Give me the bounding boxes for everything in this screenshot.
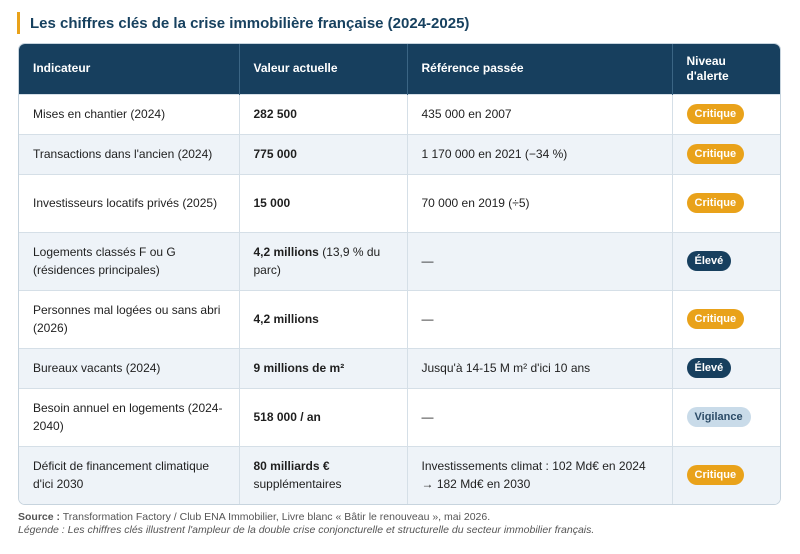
value-bold: 4,2 millions (253, 312, 319, 326)
cell-reference: 435 000 en 2007 (407, 93, 673, 134)
cell-reference: — (407, 231, 673, 290)
alert-badge: Élevé (686, 358, 732, 378)
table-header-row: Indicateur Valeur actuelle Référence pas… (19, 44, 780, 94)
cell-reference: Jusqu'à 14-15 M m² d'ici 10 ans (407, 347, 673, 388)
cell-reference: — (407, 387, 673, 446)
cell-current-value: 4,2 millions (13,9 % du parc) (239, 231, 408, 290)
legend-line: Légende : Les chiffres clés illustrent l… (18, 524, 595, 536)
cell-alert-level: Élevé (672, 347, 780, 388)
value-bold: 9 millions de m² (253, 361, 345, 375)
cell-current-value: 4,2 millions (239, 289, 408, 348)
cell-current-value: 15 000 (239, 173, 408, 232)
table-footer: Source : Transformation Factory / Club E… (18, 511, 594, 537)
cell-indicator: Déficit de financement climatique d'ici … (19, 445, 240, 504)
value-bold: 4,2 millions (253, 245, 319, 259)
cell-alert-level: Critique (672, 173, 780, 232)
source-label: Source : (18, 511, 61, 523)
cell-indicator: Logements classés F ou G (résidences pri… (19, 231, 240, 290)
header-indicator: Indicateur (19, 44, 240, 94)
cell-current-value: 775 000 (239, 133, 408, 174)
value-bold: 282 500 (253, 107, 297, 121)
cell-alert-level: Vigilance (672, 387, 780, 446)
header-alert-line2: d'alerte (686, 68, 729, 83)
table-row: Personnes mal logées ou sans abri (2026)… (19, 289, 780, 348)
alert-badge: Critique (686, 144, 745, 164)
cell-current-value: 518 000 / an (239, 387, 408, 446)
header-alert-level: Niveau d'alerte (672, 44, 780, 94)
table-row: Transactions dans l'ancien (2024) 775 000… (19, 133, 780, 174)
table-row: Déficit de financement climatique d'ici … (19, 445, 780, 504)
cell-current-value: 80 milliards € supplémentaires (239, 445, 408, 504)
table-row: Mises en chantier (2024) 282 500 435 000 e… (19, 93, 780, 134)
value-bold: 15 000 (253, 196, 291, 210)
alert-badge: Vigilance (686, 407, 751, 427)
cell-indicator: Transactions dans l'ancien (2024) (19, 133, 240, 174)
cell-alert-level: Critique (672, 133, 780, 174)
value-rest: (13,9 % du parc) (253, 245, 381, 277)
table-row: Investisseurs locatifs privés (2025) 15 0… (19, 173, 780, 232)
title-accent-bar (17, 12, 20, 34)
source-text: Transformation Factory / Club ENA Immobi… (60, 511, 491, 523)
cell-indicator: Personnes mal logées ou sans abri (2026) (19, 289, 240, 348)
alert-badge: Critique (686, 309, 745, 329)
value-bold: 518 000 / an (253, 410, 321, 424)
header-alert-line1: Niveau (686, 53, 726, 68)
cell-alert-level: Élevé (672, 231, 780, 290)
alert-badge: Élevé (686, 251, 732, 271)
header-reference: Référence passée (407, 44, 673, 94)
table-row: Besoin annuel en logements (2024-2040) 51… (19, 387, 780, 446)
table-row: Bureaux vacants (2024) 9 millions de m² Ju… (19, 347, 780, 388)
page-title: Les chiffres clés de la crise immobilièr… (30, 14, 470, 32)
cell-reference: Investissements climat : 102 Md€ en 2024… (407, 445, 673, 504)
header-current-value: Valeur actuelle (239, 44, 408, 94)
source-line: Source : Transformation Factory / Club E… (18, 511, 594, 524)
cell-alert-level: Critique (672, 445, 780, 504)
alert-badge: Critique (686, 193, 745, 213)
title-block: Les chiffres clés de la crise immobilièr… (17, 12, 469, 34)
cell-current-value: 9 millions de m² (239, 347, 408, 388)
table-row: Logements classés F ou G (résidences pri… (19, 231, 780, 290)
cell-alert-level: Critique (672, 289, 780, 348)
cell-indicator: Besoin annuel en logements (2024-2040) (19, 387, 240, 446)
cell-reference: 70 000 en 2019 (÷5) (407, 173, 673, 232)
cell-alert-level: Critique (672, 93, 780, 134)
cell-indicator: Investisseurs locatifs privés (2025) (19, 173, 240, 232)
cell-reference: — (407, 289, 673, 348)
alert-badge: Critique (686, 465, 745, 486)
cell-indicator: Mises en chantier (2024) (19, 93, 240, 134)
alert-badge: Critique (686, 104, 745, 124)
cell-reference: 1 170 000 en 2021 (−34 %) (407, 133, 673, 174)
value-rest: supplémentaires (253, 477, 342, 492)
cell-indicator: Bureaux vacants (2024) (19, 347, 240, 388)
value-bold: 775 000 (253, 147, 297, 161)
cell-current-value: 282 500 (239, 93, 408, 134)
value-bold: 80 milliards € (253, 459, 330, 474)
key-figures-table: Indicateur Valeur actuelle Référence pas… (18, 43, 781, 505)
